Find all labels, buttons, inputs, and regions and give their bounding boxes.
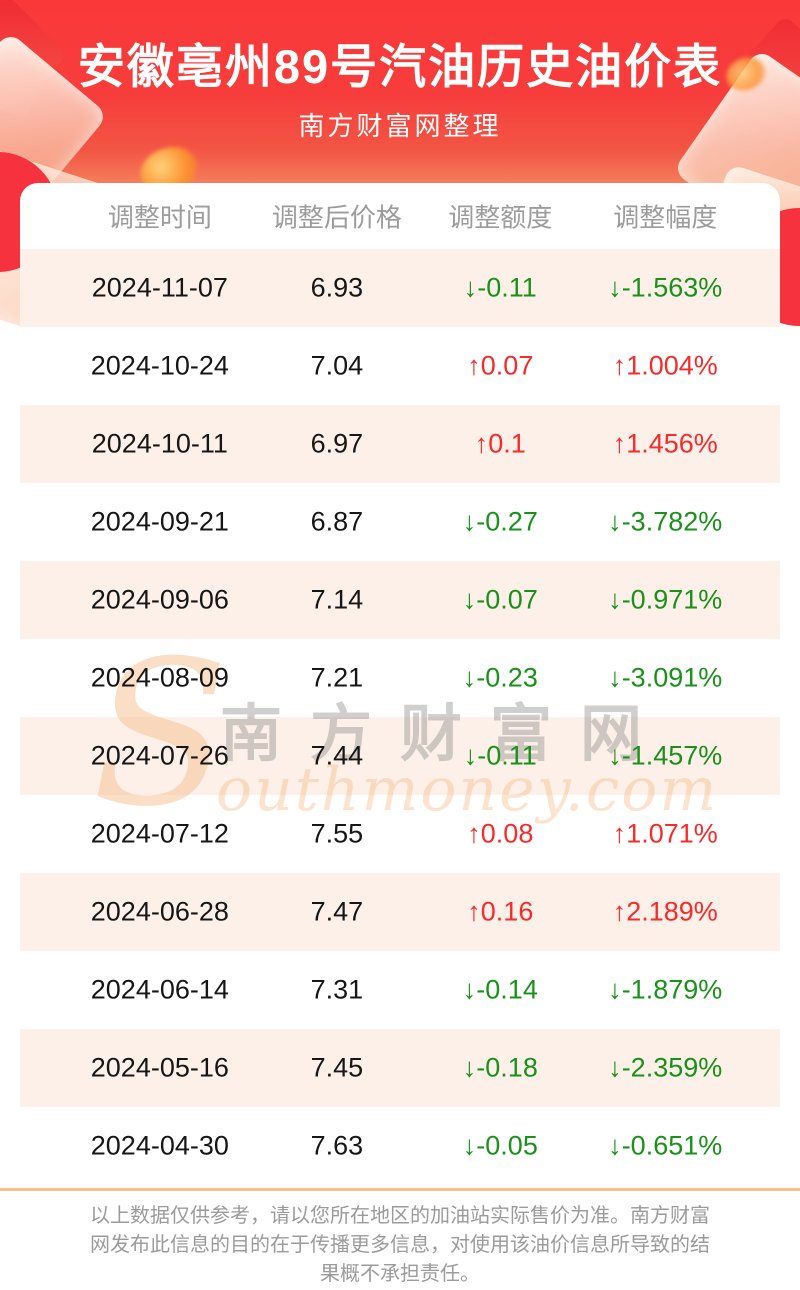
row-change: ↓-0.14 <box>462 974 538 1005</box>
row-change: ↓-0.23 <box>462 662 538 693</box>
column-header-time: 调整时间 <box>107 202 212 233</box>
row-date: 2024-08-09 <box>90 662 229 693</box>
row-change: ↑0.1 <box>474 428 526 459</box>
row-price: 7.45 <box>310 1052 364 1083</box>
row-percent: ↓-1.457% <box>608 740 723 771</box>
row-price: 7.47 <box>310 896 364 927</box>
row-date: 2024-10-11 <box>91 428 228 459</box>
table-row: 2024-09-06 7.14 ↓-0.07 ↓-0.971% <box>20 561 780 639</box>
table-row: 2024-10-24 7.04 ↑0.07 ↑1.004% <box>20 327 780 405</box>
row-price: 7.44 <box>310 740 364 771</box>
table-body: 2024-11-07 6.93 ↓-0.11 ↓-1.563% 2024-10-… <box>20 249 780 1185</box>
row-date: 2024-07-12 <box>90 818 229 849</box>
row-percent: ↓-3.782% <box>608 506 723 537</box>
row-price: 7.55 <box>310 818 364 849</box>
row-price: 7.14 <box>310 584 364 615</box>
column-header-pct: 调整幅度 <box>613 202 718 233</box>
table-row: 2024-07-12 7.55 ↑0.08 ↑1.071% <box>20 795 780 873</box>
table-row: 2024-06-14 7.31 ↓-0.14 ↓-1.879% <box>20 951 780 1029</box>
table-row: 2024-11-07 6.93 ↓-0.11 ↓-1.563% <box>20 249 780 327</box>
row-percent: ↑1.071% <box>612 818 718 849</box>
row-percent: ↑1.456% <box>612 428 718 459</box>
row-price: 7.63 <box>310 1130 364 1161</box>
table-row: 2024-09-21 6.87 ↓-0.27 ↓-3.782% <box>20 483 780 561</box>
footer-divider <box>0 1188 800 1191</box>
row-price: 6.87 <box>310 506 364 537</box>
table-row: 2024-04-30 7.63 ↓-0.05 ↓-0.651% <box>20 1107 780 1185</box>
row-change: ↓-0.11 <box>463 272 537 303</box>
row-date: 2024-09-06 <box>90 584 229 615</box>
table-header-row: 调整时间 调整后价格 调整额度 调整幅度 <box>20 183 780 249</box>
row-date: 2024-06-28 <box>90 896 229 927</box>
row-percent: ↑2.189% <box>612 896 718 927</box>
row-percent: ↓-0.971% <box>608 584 723 615</box>
table-row: 2024-07-26 7.44 ↓-0.11 ↓-1.457% <box>20 717 780 795</box>
price-table-card: 调整时间 调整后价格 调整额度 调整幅度 2024-11-07 6.93 ↓-0… <box>20 183 780 1185</box>
table-row: 2024-06-28 7.47 ↑0.16 ↑2.189% <box>20 873 780 951</box>
row-change: ↓-0.27 <box>462 506 538 537</box>
row-percent: ↓-0.651% <box>608 1130 723 1161</box>
row-percent: ↓-3.091% <box>608 662 723 693</box>
table-row: 2024-08-09 7.21 ↓-0.23 ↓-3.091% <box>20 639 780 717</box>
row-price: 6.97 <box>310 428 364 459</box>
page-subtitle: 南方财富网整理 <box>298 111 502 141</box>
row-percent: ↓-1.563% <box>608 272 723 303</box>
row-price: 6.93 <box>310 272 364 303</box>
row-date: 2024-10-24 <box>90 350 229 381</box>
row-date: 2024-07-26 <box>90 740 229 771</box>
row-date: 2024-09-21 <box>90 506 229 537</box>
row-change: ↓-0.11 <box>463 740 537 771</box>
row-date: 2024-11-07 <box>91 272 228 303</box>
table-row: 2024-10-11 6.97 ↑0.1 ↑1.456% <box>20 405 780 483</box>
row-change: ↓-0.05 <box>462 1130 538 1161</box>
row-percent: ↑1.004% <box>612 350 718 381</box>
row-change: ↓-0.18 <box>462 1052 538 1083</box>
row-price: 7.21 <box>310 662 364 693</box>
row-price: 7.04 <box>310 350 364 381</box>
row-percent: ↓-1.879% <box>608 974 723 1005</box>
table-row: 2024-05-16 7.45 ↓-0.18 ↓-2.359% <box>20 1029 780 1107</box>
row-change: ↑0.08 <box>467 818 534 849</box>
row-percent: ↓-2.359% <box>608 1052 723 1083</box>
row-change: ↓-0.07 <box>462 584 538 615</box>
row-date: 2024-06-14 <box>90 974 229 1005</box>
row-date: 2024-05-16 <box>90 1052 229 1083</box>
page-title: 安徽亳州89号汽油历史油价表 <box>77 40 723 93</box>
row-change: ↑0.07 <box>467 350 534 381</box>
footer-disclaimer: 以上数据仅供参考，请以您所在地区的加油站实际售价为准。南方财富网发布此信息的目的… <box>90 1205 710 1285</box>
column-header-change: 调整额度 <box>448 202 553 233</box>
row-change: ↑0.16 <box>467 896 534 927</box>
column-header-price: 调整后价格 <box>271 202 402 233</box>
row-price: 7.31 <box>310 974 364 1005</box>
row-date: 2024-04-30 <box>90 1130 229 1161</box>
